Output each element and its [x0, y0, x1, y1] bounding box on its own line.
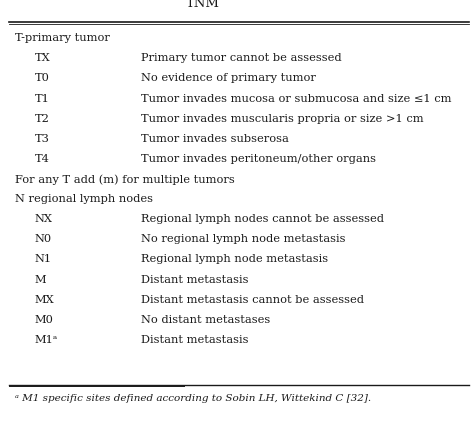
Text: T0: T0 — [35, 74, 50, 83]
Text: M0: M0 — [35, 315, 54, 325]
Text: M: M — [35, 275, 46, 285]
Text: T4: T4 — [35, 154, 50, 164]
Text: Tumor invades peritoneum/other organs: Tumor invades peritoneum/other organs — [140, 154, 375, 164]
Text: For any T add (m) for multiple tumors: For any T add (m) for multiple tumors — [15, 174, 235, 184]
Text: N regional lymph nodes: N regional lymph nodes — [15, 194, 153, 204]
Text: Regional lymph node metastasis: Regional lymph node metastasis — [140, 254, 328, 264]
Text: N1: N1 — [35, 254, 52, 264]
Text: Tumor invades muscularis propria or size >1 cm: Tumor invades muscularis propria or size… — [140, 114, 423, 124]
Text: No regional lymph node metastasis: No regional lymph node metastasis — [140, 234, 345, 244]
Text: M1ᵃ: M1ᵃ — [35, 335, 58, 345]
Text: Primary tumor cannot be assessed: Primary tumor cannot be assessed — [140, 53, 341, 63]
Text: N0: N0 — [35, 234, 52, 244]
Text: Tumor invades subserosa: Tumor invades subserosa — [140, 134, 288, 144]
Text: Tumor invades mucosa or submucosa and size ≤1 cm: Tumor invades mucosa or submucosa and si… — [140, 93, 451, 104]
Text: T3: T3 — [35, 134, 50, 144]
Text: TNM: TNM — [186, 0, 219, 10]
Text: MX: MX — [35, 294, 55, 305]
Text: Distant metastasis cannot be assessed: Distant metastasis cannot be assessed — [140, 294, 364, 305]
Text: ᵃ M1 specific sites defined according to Sobin LH, Wittekind C [32].: ᵃ M1 specific sites defined according to… — [15, 394, 371, 403]
Text: T1: T1 — [35, 93, 50, 104]
Text: No evidence of primary tumor: No evidence of primary tumor — [140, 74, 315, 83]
Text: Distant metastasis: Distant metastasis — [140, 275, 248, 285]
Text: T2: T2 — [35, 114, 50, 124]
Text: T-primary tumor: T-primary tumor — [15, 33, 110, 43]
Text: No distant metastases: No distant metastases — [140, 315, 270, 325]
Text: Regional lymph nodes cannot be assessed: Regional lymph nodes cannot be assessed — [140, 214, 383, 224]
Text: Distant metastasis: Distant metastasis — [140, 335, 248, 345]
Text: TX: TX — [35, 53, 51, 63]
Text: NX: NX — [35, 214, 53, 224]
